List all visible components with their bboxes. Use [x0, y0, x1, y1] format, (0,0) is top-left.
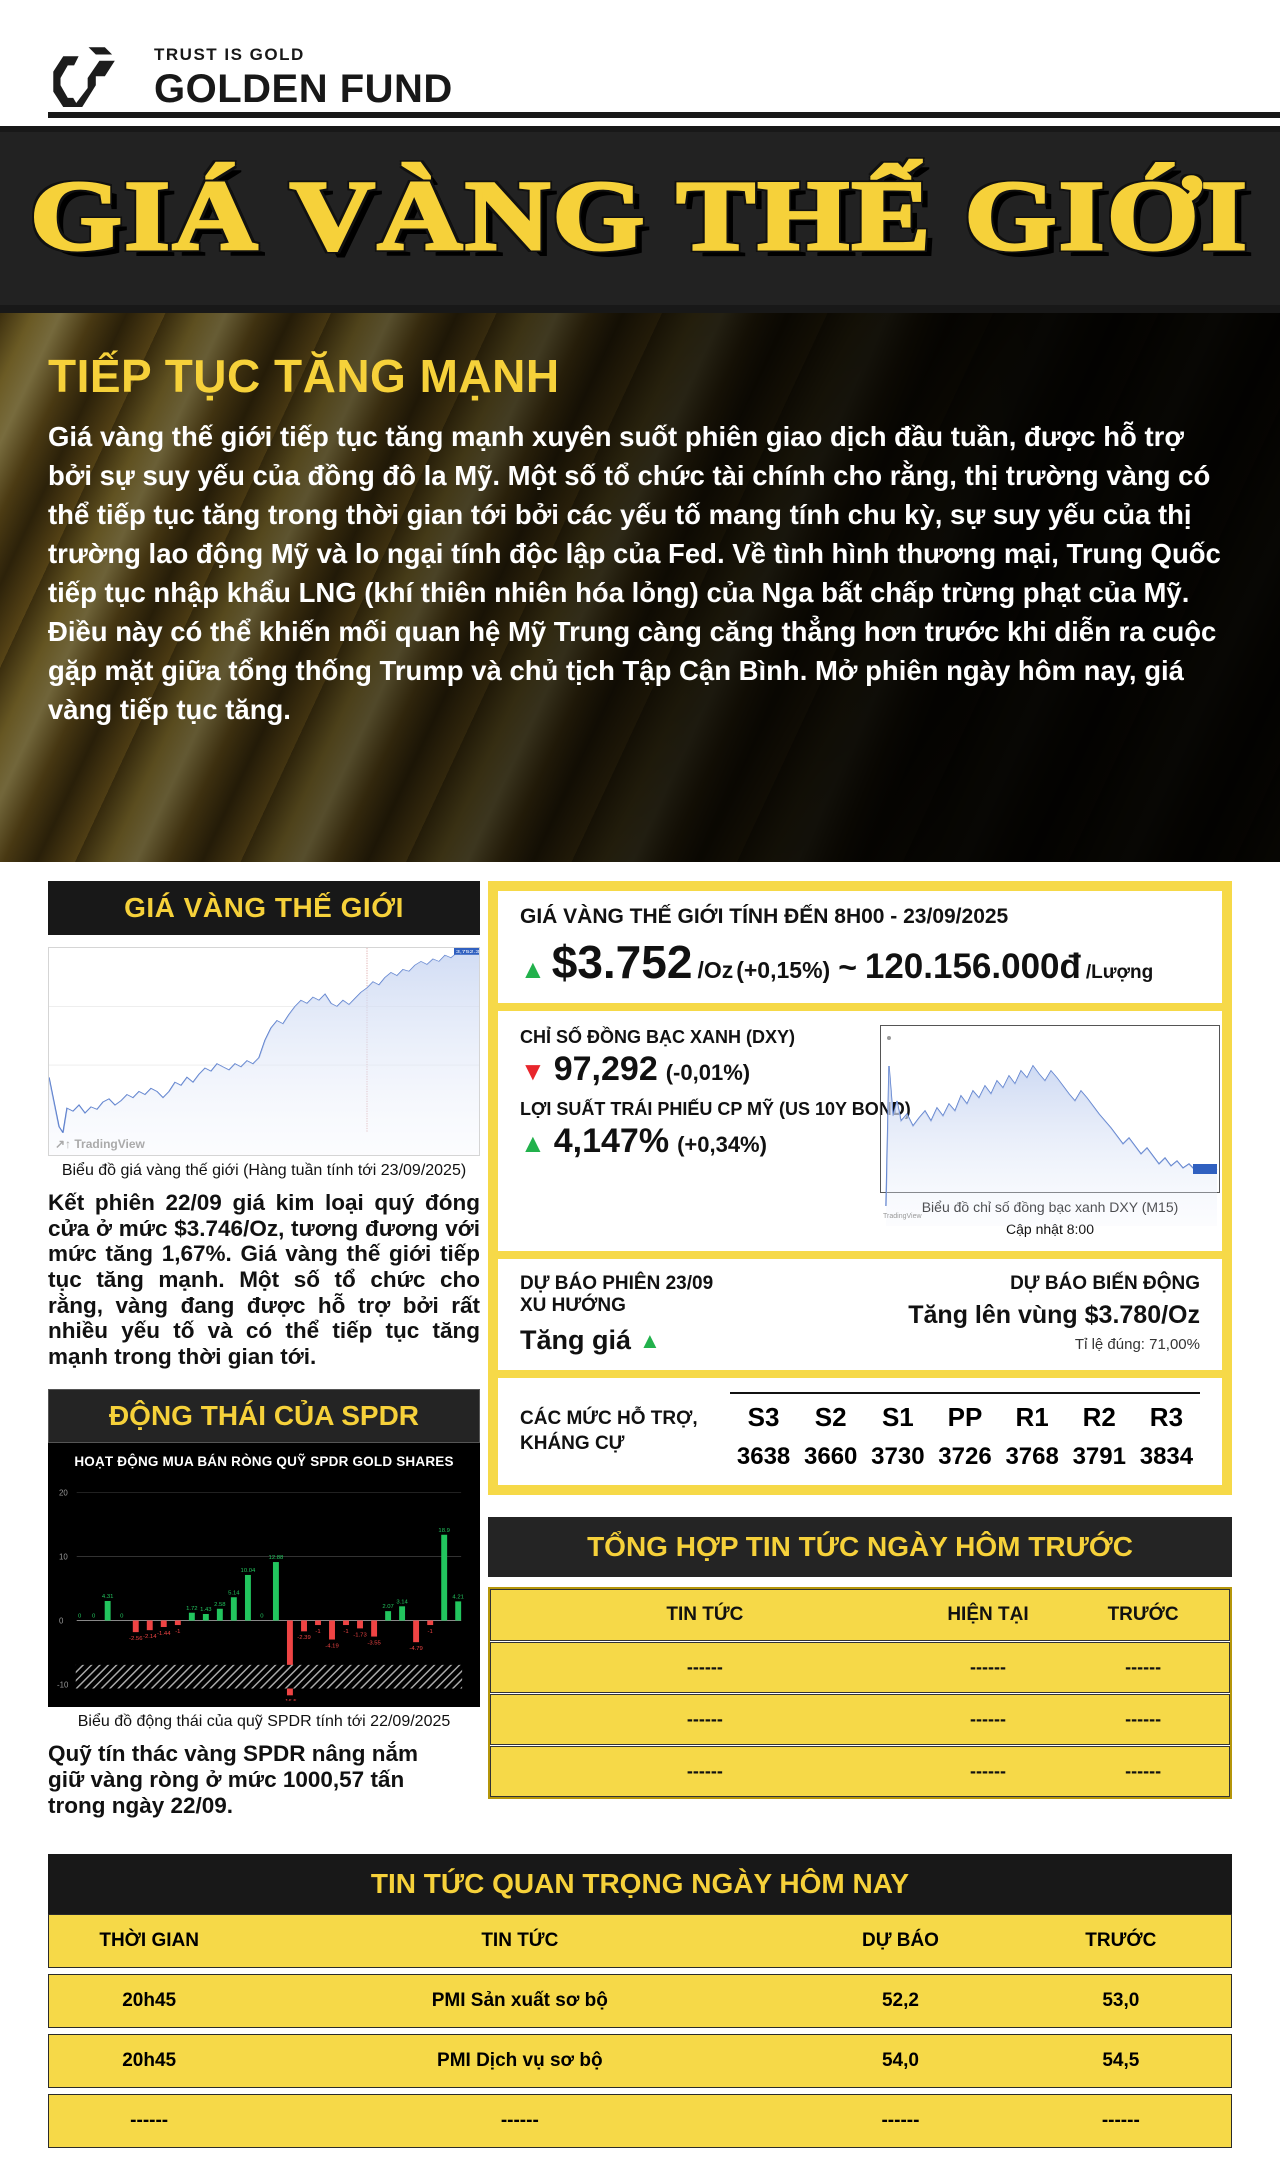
svg-text:-2.14: -2.14	[143, 1635, 157, 1641]
svg-text:4.31: 4.31	[102, 1595, 114, 1601]
svg-text:12.88: 12.88	[269, 1556, 284, 1562]
svg-text:2.58: 2.58	[214, 1602, 226, 1608]
svg-text:-1.73: -1.73	[353, 1633, 367, 1639]
svg-text:0: 0	[59, 1617, 64, 1626]
svg-text:-2.56: -2.56	[129, 1637, 143, 1643]
svg-text:0: 0	[120, 1614, 124, 1620]
svg-text:-4.79: -4.79	[409, 1647, 422, 1653]
svg-text:1.43: 1.43	[200, 1608, 212, 1614]
svg-text:0: 0	[92, 1614, 96, 1620]
svg-text:5.14: 5.14	[228, 1591, 240, 1597]
svg-text:2.07: 2.07	[382, 1605, 394, 1611]
svg-text:-1.44: -1.44	[157, 1631, 171, 1637]
svg-text:-10: -10	[57, 1681, 69, 1690]
svg-text:-1: -1	[428, 1629, 433, 1635]
svg-text:-1: -1	[343, 1629, 348, 1635]
svg-text:-2.39: -2.39	[297, 1636, 310, 1642]
svg-text:3.14: 3.14	[396, 1600, 408, 1606]
svg-text:10.04: 10.04	[241, 1568, 256, 1574]
svg-text:-16.5: -16.5	[283, 1700, 297, 1702]
svg-text:18.9: 18.9	[438, 1528, 450, 1534]
svg-text:4.21: 4.21	[452, 1595, 464, 1601]
svg-text:-4.19: -4.19	[325, 1644, 338, 1650]
svg-text:0: 0	[260, 1614, 264, 1620]
svg-text:-1: -1	[315, 1629, 320, 1635]
svg-text:1.72: 1.72	[186, 1606, 198, 1612]
svg-text:-3.55: -3.55	[367, 1641, 381, 1647]
svg-text:0: 0	[78, 1614, 82, 1620]
svg-text:10: 10	[59, 1553, 68, 1562]
svg-text:TradingView: TradingView	[883, 1213, 922, 1220]
svg-text:-1: -1	[175, 1629, 180, 1635]
svg-text:3,752.30: 3,752.30	[456, 950, 479, 954]
svg-text:20: 20	[59, 1489, 68, 1498]
